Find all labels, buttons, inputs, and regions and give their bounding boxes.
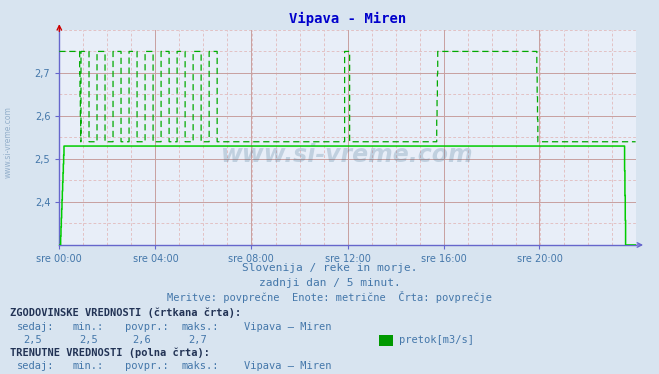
Text: min.:: min.: [72,322,103,332]
Text: 2,6: 2,6 [132,335,150,345]
Text: povpr.:: povpr.: [125,322,169,332]
Text: Vipava – Miren: Vipava – Miren [244,361,331,371]
Text: min.:: min.: [72,361,103,371]
Text: sedaj:: sedaj: [16,322,54,332]
Text: www.si-vreme.com: www.si-vreme.com [221,142,474,167]
Text: povpr.:: povpr.: [125,361,169,371]
Text: maks.:: maks.: [181,322,219,332]
Text: Slovenija / reke in morje.: Slovenija / reke in morje. [242,263,417,273]
Text: maks.:: maks.: [181,361,219,371]
Text: www.si-vreme.com: www.si-vreme.com [3,106,13,178]
Text: pretok[m3/s]: pretok[m3/s] [399,335,474,345]
Text: 2,5: 2,5 [79,335,98,345]
Title: Vipava - Miren: Vipava - Miren [289,12,406,26]
Text: 2,5: 2,5 [23,335,42,345]
Text: zadnji dan / 5 minut.: zadnji dan / 5 minut. [258,278,401,288]
Text: Meritve: povprečne  Enote: metrične  Črta: povprečje: Meritve: povprečne Enote: metrične Črta:… [167,291,492,303]
Text: ZGODOVINSKE VREDNOSTI (črtkana črta):: ZGODOVINSKE VREDNOSTI (črtkana črta): [10,307,241,318]
Text: sedaj:: sedaj: [16,361,54,371]
Text: 2,7: 2,7 [188,335,206,345]
Text: TRENUTNE VREDNOSTI (polna črta):: TRENUTNE VREDNOSTI (polna črta): [10,347,210,358]
Text: Vipava – Miren: Vipava – Miren [244,322,331,332]
